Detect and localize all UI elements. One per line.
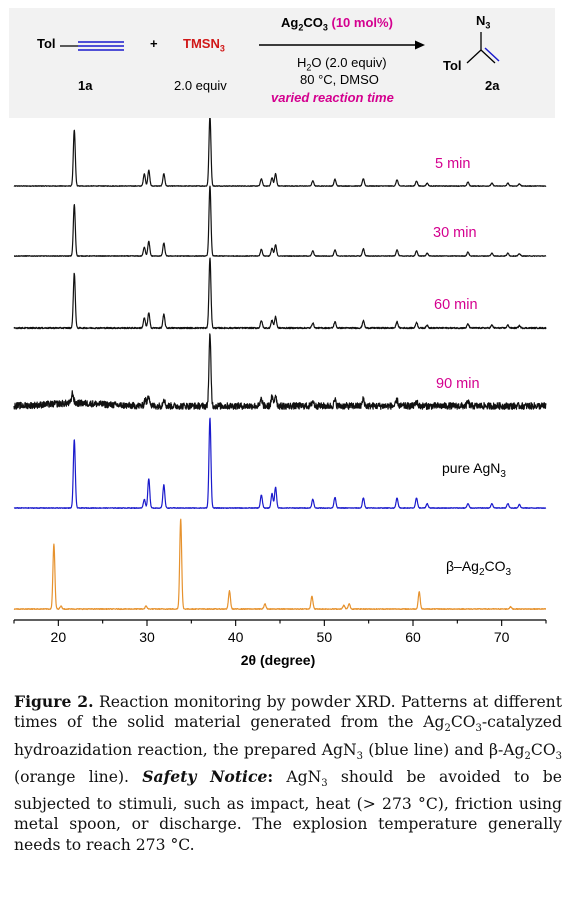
x-axis-label: 2θ (degree) [241,652,315,668]
xrd-chart: 20 30 40 50 60 70 2θ (degree) 5 min 30 min 60… [13,118,547,668]
reaction-arrow-icon [259,40,425,50]
series-label-30min: 30 min [433,225,477,241]
plus-sign: + [150,36,158,51]
series-line-3 [13,333,547,410]
series-line-2 [13,257,547,330]
safety-notice-label: Safety Notice [142,766,268,786]
tick-layer: 20 30 40 50 60 70 [13,620,547,645]
series-label-90min: 90 min [436,376,480,392]
product-tol: Tol [443,58,462,73]
catalyst-label: Ag2CO3 (10 mol%) [281,15,393,33]
reactant-id: 1a [78,78,93,93]
figure-caption: Figure 2. Reaction monitoring by powder … [14,692,562,854]
product-azide-group: N3 [476,13,491,31]
condition-water: H2O (2.0 equiv) [297,55,387,73]
series-line-4 [13,417,547,509]
series-line-0 [13,118,547,187]
series-line-1 [13,185,547,257]
series-label-pure-agn3: pure AgN3 [442,460,506,480]
x-tick-label: 60 [405,629,421,645]
series-layer [13,118,547,611]
alkyne-bond-icon [60,41,124,51]
vinyl-azide-structure-icon [466,32,500,64]
reactant-tol: Tol [37,36,56,51]
series-label-60min: 60 min [434,297,478,313]
condition-time: varied reaction time [271,90,394,105]
x-tick-label: 20 [51,629,67,645]
x-tick-label: 30 [139,629,155,645]
product-id: 2a [485,78,500,93]
series-label-beta-ag2co3: β–Ag2CO3 [446,558,512,578]
reagent-tmsn3: TMSN3 [183,36,225,54]
x-tick-label: 70 [494,629,510,645]
series-label-5min: 5 min [435,156,470,172]
x-tick-label: 40 [228,629,244,645]
caption-figure-number: Figure 2. [14,692,94,711]
condition-temp-solvent: 80 °C, DMSO [300,72,379,87]
series-line-5 [13,518,547,611]
reagent-equiv: 2.0 equiv [174,78,227,93]
x-tick-label: 50 [317,629,333,645]
reaction-scheme: Tol 1a + TMSN3 2.0 equiv Ag2CO3 (10 mol%… [9,8,555,118]
